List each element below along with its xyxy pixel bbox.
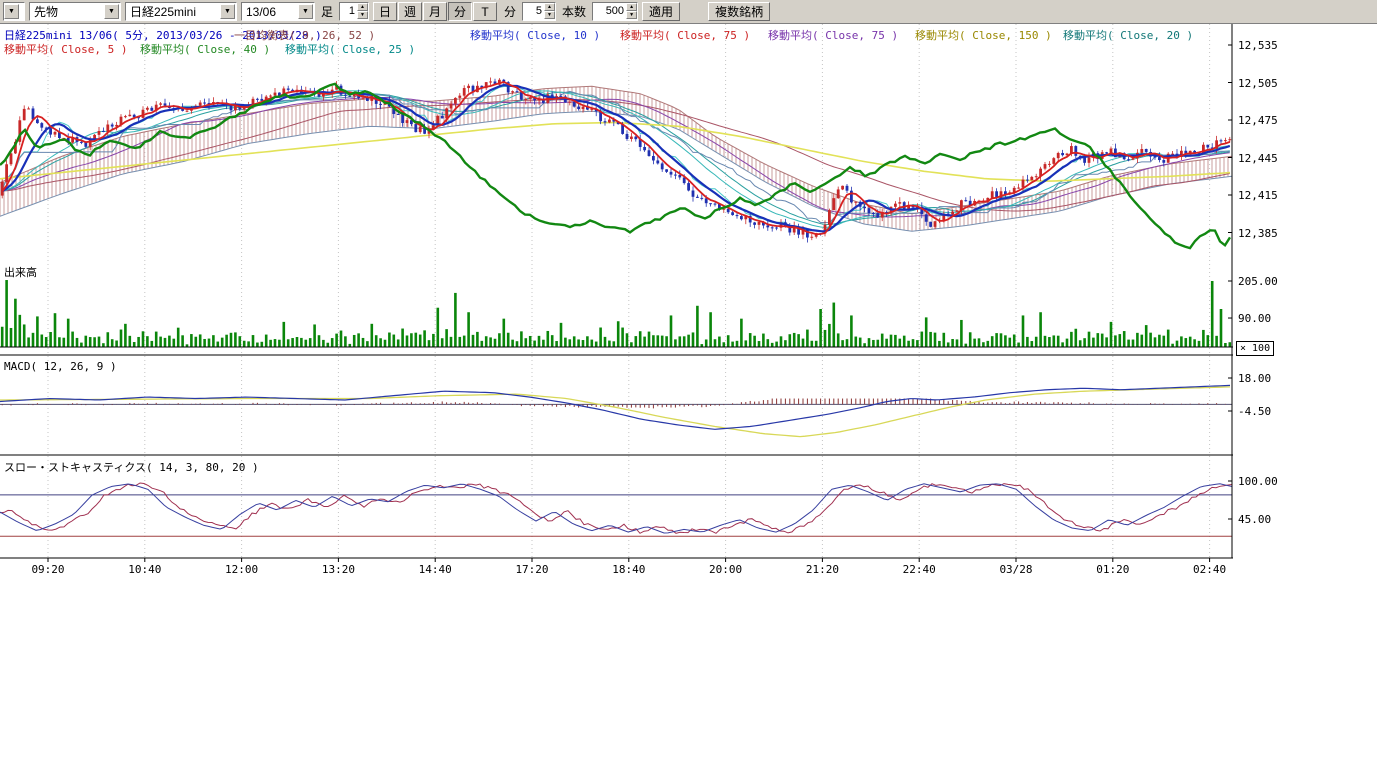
- contract-month-value: 13/06: [242, 5, 280, 19]
- spin-down-icon[interactable]: ▼: [357, 11, 368, 19]
- time-axis-label: 03/28: [991, 563, 1041, 576]
- stoch-axis-label: 45.00: [1238, 513, 1271, 526]
- time-axis-label: 13:20: [313, 563, 363, 576]
- period-button-1[interactable]: 週: [398, 2, 422, 21]
- time-axis-label: 01:20: [1088, 563, 1138, 576]
- volume-axis-label: 205.00: [1238, 275, 1278, 288]
- spin-down-icon[interactable]: ▼: [626, 11, 637, 19]
- price-axis-label: 12,415: [1238, 189, 1278, 202]
- macd-pane-label: MACD( 12, 26, 9 ): [4, 360, 117, 373]
- time-axis-label: 12:00: [217, 563, 267, 576]
- chevron-down-icon: ▼: [4, 4, 19, 19]
- time-axis-label: 22:40: [894, 563, 944, 576]
- count-input[interactable]: 500 ▲ ▼: [592, 2, 638, 21]
- time-axis-label: 02:40: [1185, 563, 1235, 576]
- mini-dropdown[interactable]: ▼: [3, 2, 25, 21]
- instrument-type-value: 先物: [30, 3, 62, 20]
- minute-label: 分: [504, 3, 516, 20]
- chevron-down-icon: ▼: [220, 4, 235, 19]
- period-button-4[interactable]: T: [473, 2, 497, 21]
- bar-count-value: 1: [340, 3, 357, 20]
- spinner-icon[interactable]: ▲ ▼: [626, 3, 637, 20]
- price-axis-label: 12,535: [1238, 39, 1278, 52]
- multi-symbol-button[interactable]: 複数銘柄: [708, 2, 770, 21]
- spin-up-icon[interactable]: ▲: [357, 3, 368, 11]
- apply-button[interactable]: 適用: [642, 2, 680, 21]
- stoch-axis-label: 100.00: [1238, 475, 1278, 488]
- spin-up-icon[interactable]: ▲: [626, 3, 637, 11]
- volume-multiplier-badge: × 100: [1236, 341, 1274, 356]
- price-axis-label: 12,505: [1238, 77, 1278, 90]
- chart-canvas[interactable]: [0, 24, 1233, 564]
- toolbar: ▼ 先物 ▼ 日経225mini ▼ 13/06 ▼ 足 1 ▲ ▼ 日週月分T…: [0, 0, 1377, 24]
- time-axis-label: 17:20: [507, 563, 557, 576]
- spinner-icon[interactable]: ▲ ▼: [357, 3, 368, 20]
- stoch-pane-label: スロー・ストキャスティクス( 14, 3, 80, 20 ): [4, 459, 259, 475]
- symbol-value: 日経225mini: [126, 3, 200, 20]
- time-axis-label: 18:40: [604, 563, 654, 576]
- minute-value: 5: [523, 3, 544, 20]
- macd-axis-label: 18.00: [1238, 372, 1271, 385]
- minute-input[interactable]: 5 ▲ ▼: [522, 2, 556, 21]
- time-axis-label: 10:40: [120, 563, 170, 576]
- chevron-down-icon: ▼: [298, 4, 313, 19]
- time-axis-label: 09:20: [23, 563, 73, 576]
- time-axis: 09:20 10:40 12:00 13:20 14:40 17:20 18:40 20:00…: [0, 563, 1233, 577]
- chevron-down-icon: ▼: [104, 4, 119, 19]
- spin-up-icon[interactable]: ▲: [544, 3, 555, 11]
- time-axis-label: 21:20: [797, 563, 847, 576]
- time-axis-label: 14:40: [410, 563, 460, 576]
- contract-month-select[interactable]: 13/06 ▼: [241, 2, 315, 21]
- trading-chart-app: ▼ 先物 ▼ 日経225mini ▼ 13/06 ▼ 足 1 ▲ ▼ 日週月分T…: [0, 0, 1377, 768]
- period-button-group: 日週月分T: [373, 2, 498, 21]
- period-button-3[interactable]: 分: [448, 2, 472, 21]
- symbol-select[interactable]: 日経225mini ▼: [125, 2, 237, 21]
- bar-type-label: 足: [321, 3, 333, 20]
- period-button-2[interactable]: 月: [423, 2, 447, 21]
- count-value: 500: [593, 3, 626, 20]
- period-button-0[interactable]: 日: [373, 2, 397, 21]
- bar-count-input[interactable]: 1 ▲ ▼: [339, 2, 369, 21]
- price-axis-label: 12,445: [1238, 152, 1278, 165]
- macd-axis-label: -4.50: [1238, 405, 1271, 418]
- volume-axis-label: 90.00: [1238, 312, 1271, 325]
- chart-area: 日経225mini 13/06( 5分, 2013/03/26 - 2013/0…: [0, 24, 1377, 624]
- time-axis-label: 20:00: [701, 563, 751, 576]
- spin-down-icon[interactable]: ▼: [544, 11, 555, 19]
- price-axis-label: 12,475: [1238, 114, 1278, 127]
- instrument-type-select[interactable]: 先物 ▼: [29, 2, 121, 21]
- count-label: 本数: [562, 3, 586, 20]
- volume-pane-label: 出来高: [4, 264, 37, 280]
- spinner-icon[interactable]: ▲ ▼: [544, 3, 555, 20]
- price-axis-label: 12,385: [1238, 227, 1278, 240]
